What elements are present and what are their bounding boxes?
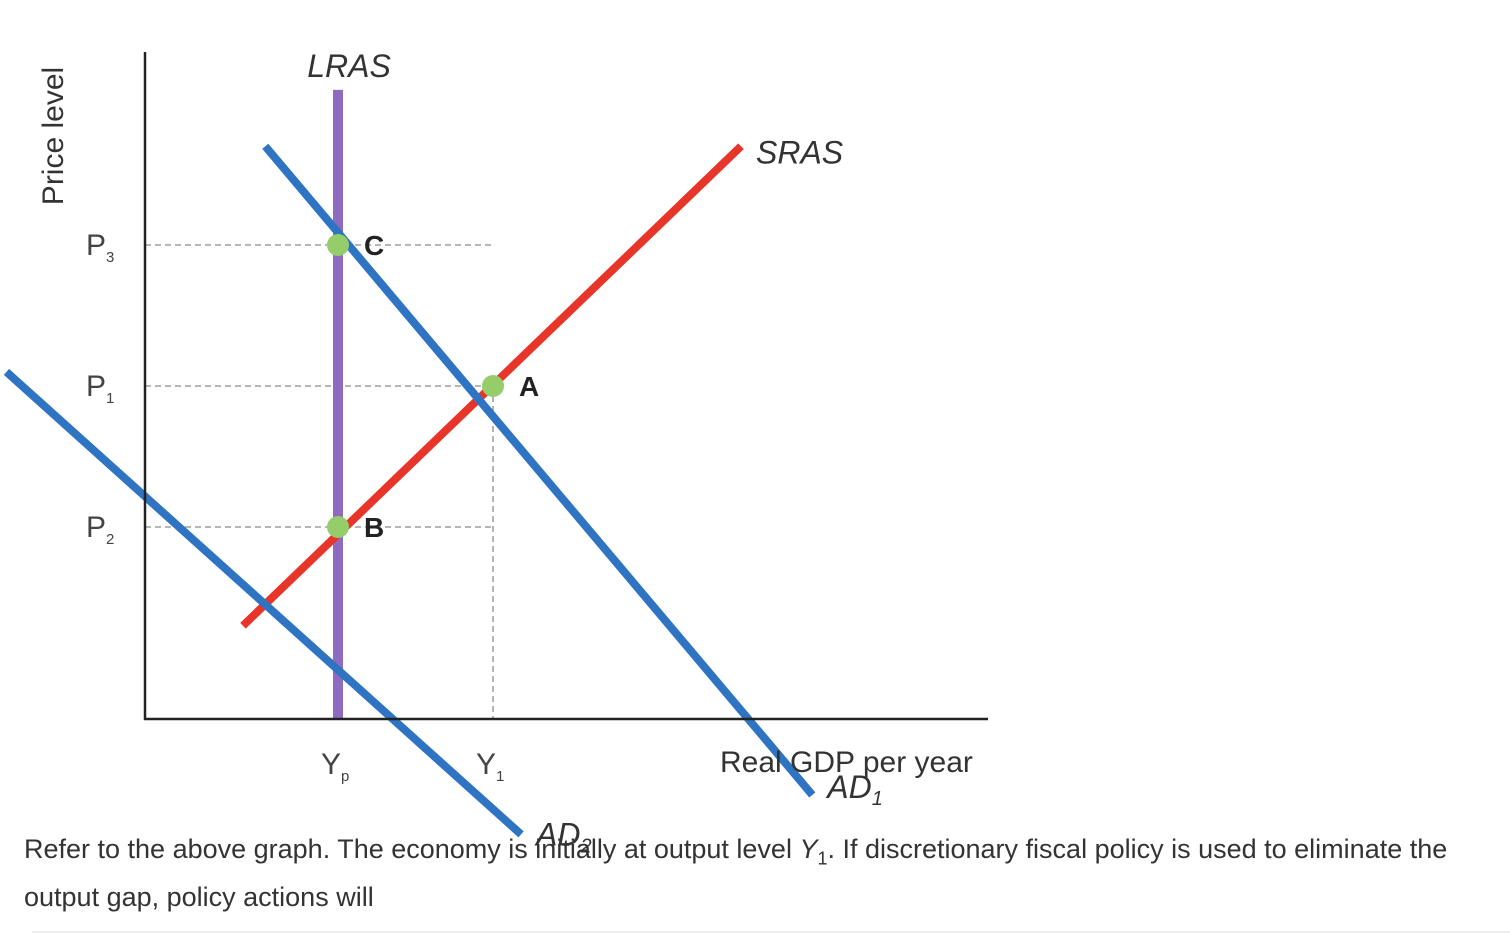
curve-label-main: AD xyxy=(825,769,871,805)
y-axis-title: Price level xyxy=(37,67,70,205)
y-tick-main: P xyxy=(86,370,106,403)
curve-label-subscript: 1 xyxy=(872,788,883,810)
y-tick-label-p2: P2 xyxy=(86,511,114,548)
curve-label-sras: SRAS xyxy=(756,134,843,170)
x-axis-title: Real GDP per year xyxy=(720,746,973,779)
point-c xyxy=(327,234,349,256)
point-label-a: A xyxy=(519,371,539,402)
curves xyxy=(3,89,816,838)
x-tick-subscript: 1 xyxy=(496,768,504,785)
curve-label-main: SRAS xyxy=(756,134,843,170)
point-label-b: B xyxy=(364,512,384,543)
question-variable-subscript: 1 xyxy=(817,848,828,869)
x-tick-subscript: p xyxy=(341,768,349,785)
y-tick-subscript: 3 xyxy=(106,249,114,266)
question-variable: Y xyxy=(799,834,818,864)
curve-label-main: AD xyxy=(534,816,580,852)
point-b xyxy=(327,516,349,538)
question-text-after: . If discretionary fiscal policy is used… xyxy=(24,834,1448,913)
question-text-before: Refer to the above graph. The economy is… xyxy=(24,834,800,864)
curve-label-lras: LRAS xyxy=(307,48,391,84)
curve-label-ad1: AD1 xyxy=(825,769,883,810)
curve-ad1 xyxy=(262,143,816,798)
y-tick-subscript: 1 xyxy=(106,390,114,407)
point-a xyxy=(482,375,504,397)
y-tick-main: P xyxy=(86,229,106,262)
x-tick-main: Y xyxy=(321,748,341,781)
curve-label-subscript: 2 xyxy=(580,835,592,857)
curve-label-main: LRAS xyxy=(307,48,391,84)
point-label-c: C xyxy=(364,230,384,261)
bottom-divider xyxy=(32,931,1510,933)
x-tick-main: Y xyxy=(476,748,496,781)
equilibrium-points: C A B xyxy=(327,230,539,543)
x-tick-label-yp: Yp xyxy=(321,748,349,785)
y-tick-label-p1: P1 xyxy=(86,370,114,407)
y-tick-subscript: 2 xyxy=(106,531,114,548)
y-tick-label-p3: P3 xyxy=(86,229,114,266)
curve-ad2 xyxy=(3,368,524,838)
curve-label-ad2: AD2 xyxy=(534,816,592,857)
x-tick-label-y1: Y1 xyxy=(476,748,504,785)
question-text: Refer to the above graph. The economy is… xyxy=(24,830,1504,917)
y-tick-main: P xyxy=(86,511,106,544)
